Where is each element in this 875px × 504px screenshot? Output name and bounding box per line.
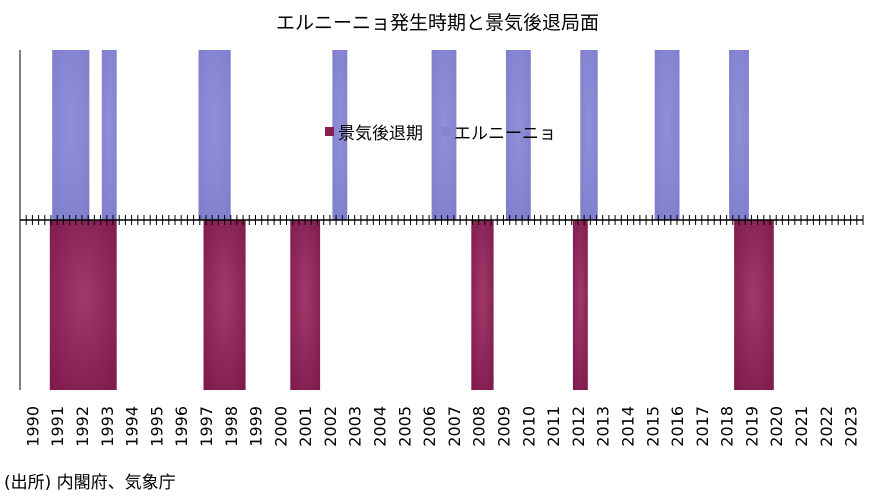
recession-bar-5 [734,220,774,390]
legend-entry-recession: 景気後退期 [325,119,423,144]
source-note: (出所) 内閣府、気象庁 [4,473,176,493]
x-tick-label: 2014 [619,406,638,447]
x-tick-label: 1994 [123,406,142,447]
recession-bar-0 [49,220,117,390]
x-tick-label: 2001 [296,406,315,447]
x-tick-labels: 1990 1991 1992 1993 1994 1995 1996 1997 1998 1999… [23,406,860,447]
x-tick-label: 2003 [346,406,365,447]
x-tick-label: 2021 [792,406,811,447]
elnino-bar-2 [198,50,231,220]
x-tick-label: 2022 [817,406,836,447]
x-tick-label: 2023 [842,406,861,447]
legend: 景気後退期 エルニーニョ [325,119,556,144]
x-tick-label: 1991 [48,406,67,447]
x-tick-label: 1995 [147,406,166,447]
elnino-bar-8 [729,50,749,220]
x-tick-label: 1999 [247,406,266,447]
elnino-bar-5 [506,50,531,220]
x-tick-label: 2015 [643,406,662,447]
recession-bar-1 [203,220,246,390]
x-tick-label: 2019 [742,406,761,447]
x-tick-label: 2011 [544,406,563,447]
legend-label-elnino: エルニーニョ [454,124,556,144]
elnino-bar-7 [654,50,680,220]
x-tick-label: 2002 [321,406,340,447]
elnino-bar-6 [580,50,598,220]
x-tick-label: 1992 [73,406,92,447]
elnino-bar-1 [101,50,117,220]
x-tick-label: 2004 [371,406,390,447]
x-tick-label: 2008 [470,406,489,447]
recession-bar-3 [471,220,494,390]
legend-swatch-elnino [441,127,450,136]
x-tick-label: 1998 [222,406,241,447]
bars-layer [49,50,774,390]
elnino-bar-3 [332,50,348,220]
x-tick-label: 1996 [172,406,191,447]
x-tick-label: 2017 [693,406,712,447]
x-tick-label: 1997 [197,406,216,447]
x-axis-minor-ticks [19,215,864,225]
elnino-bar-0 [52,50,90,220]
x-tick-label: 2010 [519,406,538,447]
legend-entry-elnino: エルニーニョ [441,119,556,144]
x-tick-label: 2020 [767,406,786,447]
x-tick-label: 2018 [718,406,737,447]
chart-title: エルニーニョ発生時期と景気後退局面 [275,12,599,34]
axis-layer [19,50,864,390]
x-tick-label: 2007 [445,406,464,447]
x-tick-label: 2006 [420,406,439,447]
x-tick-label: 1990 [23,406,42,447]
x-tick-label: 2005 [395,406,414,447]
x-tick-label: 2012 [569,406,588,447]
x-tick-label: 1993 [98,406,117,447]
x-tick-label: 2009 [495,406,514,447]
legend-label-recession: 景気後退期 [338,124,423,144]
legend-swatch-recession [325,127,334,136]
recession-bar-4 [572,220,588,390]
recession-bar-2 [290,220,321,390]
x-tick-label: 2000 [271,406,290,447]
x-tick-label: 2016 [668,406,687,447]
x-tick-label: 2013 [594,406,613,447]
